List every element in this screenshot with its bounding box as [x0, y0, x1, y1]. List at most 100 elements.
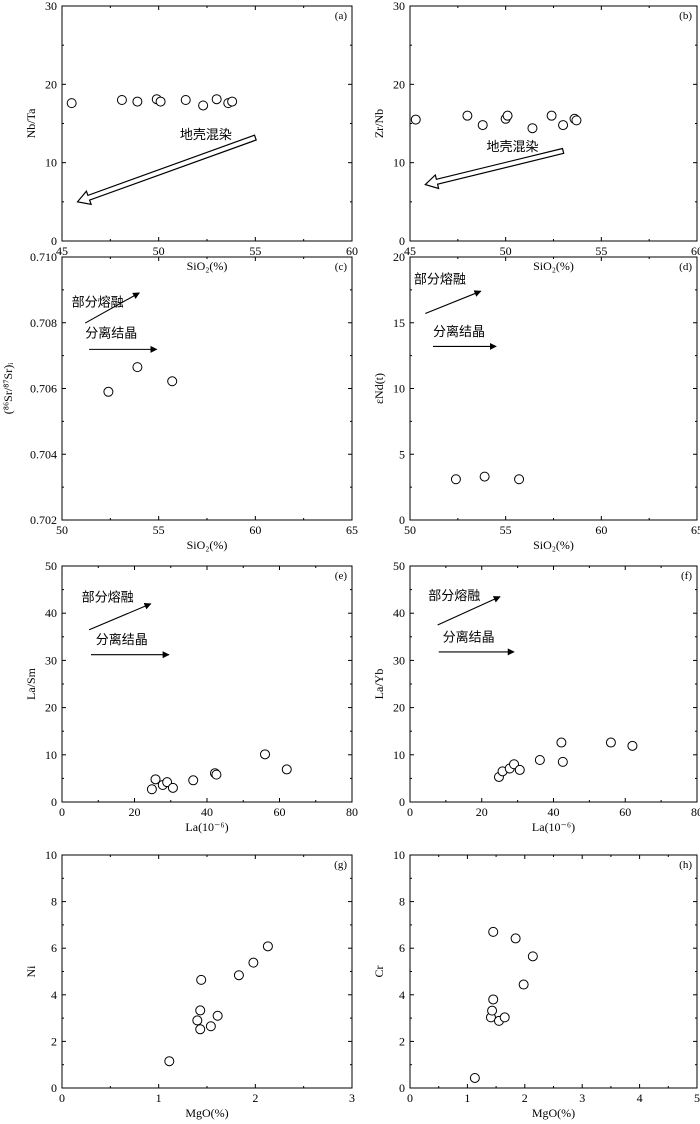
- x-tick-label: 60: [274, 805, 286, 819]
- y-axis-label: Ni: [24, 965, 38, 978]
- x-tick-label: 60: [249, 523, 261, 537]
- data-point: [155, 96, 166, 107]
- panel-label: (f): [681, 570, 692, 582]
- y-tick-label: 40: [45, 606, 57, 620]
- data-point: [103, 386, 114, 397]
- data-point: [510, 933, 521, 944]
- y-tick-label: 10: [393, 848, 405, 862]
- y-axis-label: La/Sm: [24, 667, 38, 700]
- x-tick-label: 80: [346, 805, 358, 819]
- y-axis-label: εNd(t): [372, 373, 386, 404]
- annotation-text: 地壳混染: [487, 140, 539, 155]
- y-tick-label: 10: [393, 382, 405, 396]
- data-point: [211, 94, 222, 105]
- data-point: [469, 1072, 480, 1083]
- y-tick-label: 30: [393, 0, 405, 13]
- data-point: [571, 115, 582, 126]
- y-tick-label: 40: [393, 606, 405, 620]
- data-point: [488, 994, 499, 1005]
- y-tick-label: 0: [51, 234, 57, 248]
- data-point: [450, 474, 461, 485]
- y-tick-label: 0.706: [30, 382, 57, 396]
- x-tick-label: 45: [404, 244, 416, 258]
- data-point: [502, 110, 513, 121]
- data-point: [527, 123, 538, 134]
- annotation-text: 分离结晶: [85, 326, 137, 342]
- x-tick-label: 60: [691, 244, 700, 258]
- chart-panel-c: 50 55 60 65 0.702 0.704 0.706 0.708 0.710 (c) SiO₂…: [1, 250, 358, 552]
- data-point: [557, 756, 568, 767]
- y-axis-label: Zr/Nb: [372, 109, 386, 138]
- x-tick-label: 55: [500, 523, 512, 537]
- data-point: [260, 749, 270, 760]
- data-point: [164, 1056, 175, 1067]
- panel-label: (a): [335, 10, 348, 22]
- y-tick-label: 30: [45, 0, 57, 13]
- x-tick-label: 65: [346, 523, 358, 537]
- x-tick-label: 20: [476, 805, 488, 819]
- data-point: [477, 120, 488, 131]
- x-tick-label: 55: [249, 244, 261, 258]
- y-tick-label: 50: [393, 559, 405, 573]
- data-point: [479, 471, 490, 482]
- x-tick-label: 60: [619, 805, 631, 819]
- y-axis-label: La/Yb: [372, 669, 386, 700]
- x-axis-label: SiO₂(%): [533, 259, 574, 273]
- x-tick-label: 20: [129, 805, 141, 819]
- data-point: [192, 1015, 203, 1026]
- x-tick-label: 45: [56, 244, 68, 258]
- panel-label: (b): [679, 10, 692, 22]
- data-point: [514, 764, 525, 775]
- x-tick-label: 55: [595, 244, 607, 258]
- x-tick-label: 5: [694, 1091, 700, 1105]
- y-tick-label: 0: [51, 795, 57, 809]
- plot-frame: [61, 5, 353, 242]
- x-tick-label: 0: [407, 1091, 413, 1105]
- data-point: [132, 362, 143, 373]
- y-tick-label: 0.704: [30, 447, 57, 461]
- y-tick-label: 6: [399, 941, 405, 955]
- panel-label: (d): [679, 261, 692, 273]
- x-tick-label: 80: [691, 805, 700, 819]
- data-point: [196, 974, 207, 985]
- x-tick-label: 50: [56, 523, 68, 537]
- data-point: [167, 782, 178, 793]
- y-tick-label: 10: [45, 748, 57, 762]
- y-tick-label: 30: [45, 653, 57, 667]
- y-tick-label: 20: [393, 250, 405, 264]
- y-tick-label: 0: [51, 1081, 57, 1095]
- chart-panel-a: 45 50 55 60 0 10 20 30 (a) SiO₂(%) Nb/Ta 地壳混染: [24, 0, 358, 273]
- y-axis-label: Nb/Ta: [24, 108, 38, 138]
- data-point: [262, 941, 273, 952]
- x-axis-label: La(10⁻⁶): [532, 820, 575, 834]
- y-tick-label: 50: [45, 559, 57, 573]
- y-tick-label: 20: [45, 77, 57, 91]
- data-point: [146, 784, 157, 795]
- x-axis-label: La(10⁻⁶): [185, 820, 228, 834]
- plot-frame: [409, 854, 698, 1089]
- chart-panel-h: 0 1 2 3 4 5 0 2 4 6 8 10 (h) MgO(%) Cr: [372, 848, 700, 1120]
- x-tick-label: 0: [59, 1091, 65, 1105]
- chart-panel-g: 0 1 2 3 0 2 4 6 8 10 (g) MgO(%) Ni: [24, 848, 355, 1120]
- panel-label: (g): [334, 859, 347, 871]
- data-point: [198, 100, 209, 111]
- data-point: [546, 110, 557, 121]
- x-tick-label: 60: [595, 523, 607, 537]
- data-point: [180, 95, 191, 105]
- y-tick-label: 0.708: [30, 316, 57, 330]
- x-tick-label: 2: [522, 1091, 528, 1105]
- x-tick-label: 3: [579, 1091, 585, 1105]
- y-tick-label: 10: [393, 156, 405, 170]
- plot-frame: [409, 5, 698, 242]
- x-tick-label: 50: [500, 244, 512, 258]
- y-tick-label: 0: [399, 795, 405, 809]
- data-point: [66, 98, 77, 109]
- data-point: [132, 96, 143, 107]
- y-tick-label: 2: [51, 1034, 57, 1048]
- y-axis-label: Cr: [372, 965, 386, 977]
- x-tick-label: 40: [548, 805, 560, 819]
- x-axis-label: MgO(%): [532, 1106, 575, 1120]
- x-axis-label: SiO₂(%): [187, 259, 228, 273]
- x-tick-label: 3: [349, 1091, 355, 1105]
